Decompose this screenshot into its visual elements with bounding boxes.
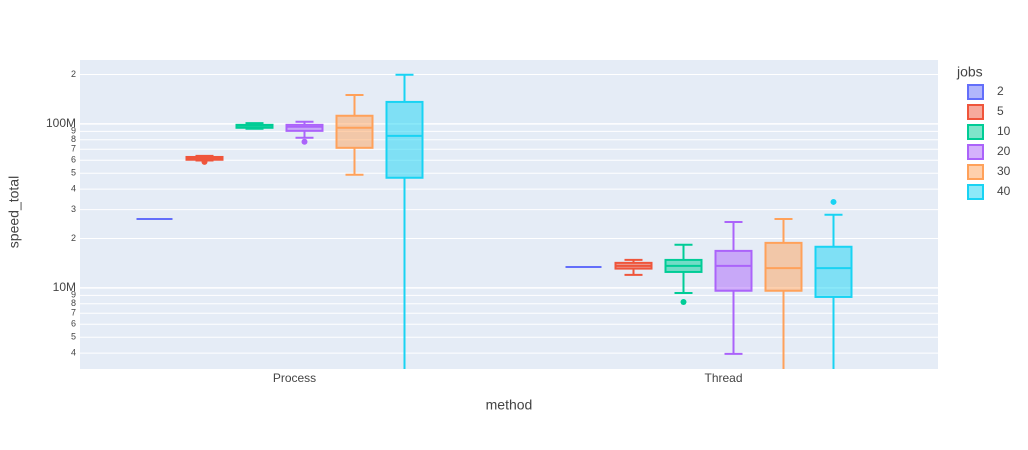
y-tick-label: 9 — [71, 290, 76, 300]
legend-label: 40 — [997, 184, 1011, 198]
box — [285, 120, 324, 145]
legend-label: 30 — [997, 164, 1011, 178]
box-body — [714, 249, 753, 292]
outlier — [830, 198, 837, 205]
legend-swatch — [967, 124, 984, 140]
x-tick-label: Thread — [704, 371, 742, 385]
y-tick-label: 5 — [71, 168, 76, 178]
outlier — [301, 138, 308, 145]
legend-swatch — [967, 184, 984, 200]
box — [764, 217, 803, 369]
y-tick-label: 7 — [71, 144, 76, 154]
y-tick-label: 9 — [71, 126, 76, 136]
legend-swatch — [967, 144, 984, 160]
legend-label: 5 — [997, 104, 1004, 118]
x-axis-title: method — [486, 397, 533, 413]
legend-swatch — [967, 164, 984, 180]
legend-swatch — [967, 104, 984, 120]
box-body — [385, 100, 424, 179]
x-tick-label: Process — [273, 371, 316, 385]
y-tick-label: 100M — [46, 116, 76, 130]
box — [335, 93, 374, 176]
y-tick-label: 5 — [71, 332, 76, 342]
y-tick-label: 8 — [71, 298, 76, 308]
box — [814, 198, 853, 369]
legend-label: 20 — [997, 144, 1011, 158]
box — [185, 154, 224, 165]
y-tick-label: 6 — [71, 319, 76, 329]
y-tick-label: 2 — [71, 233, 76, 243]
legend-swatch — [967, 84, 984, 100]
y-tick-label: 4 — [71, 183, 76, 193]
y-tick-label: 8 — [71, 134, 76, 144]
y-tick-label: 10M — [53, 280, 76, 294]
y-tick-label: 2 — [71, 69, 76, 79]
box — [385, 73, 424, 369]
outlier — [680, 298, 687, 305]
legend-label: 10 — [997, 124, 1011, 138]
outlier — [201, 158, 208, 165]
y-axis-title: speed_total — [6, 176, 22, 248]
box-body — [335, 114, 374, 149]
y-tick-label: 3 — [71, 204, 76, 214]
legend-title: jobs — [956, 64, 983, 80]
box — [235, 122, 274, 130]
plot-area — [136, 73, 853, 369]
y-tick-label: 6 — [71, 155, 76, 165]
box — [664, 243, 703, 305]
box-body — [814, 245, 853, 298]
box-body — [764, 241, 803, 292]
box-body — [285, 123, 324, 132]
y-tick-label: 7 — [71, 308, 76, 318]
legend-label: 2 — [997, 84, 1004, 98]
box — [614, 258, 653, 276]
box — [714, 221, 753, 355]
y-tick-label: 4 — [71, 347, 76, 357]
plot-background — [80, 60, 938, 369]
